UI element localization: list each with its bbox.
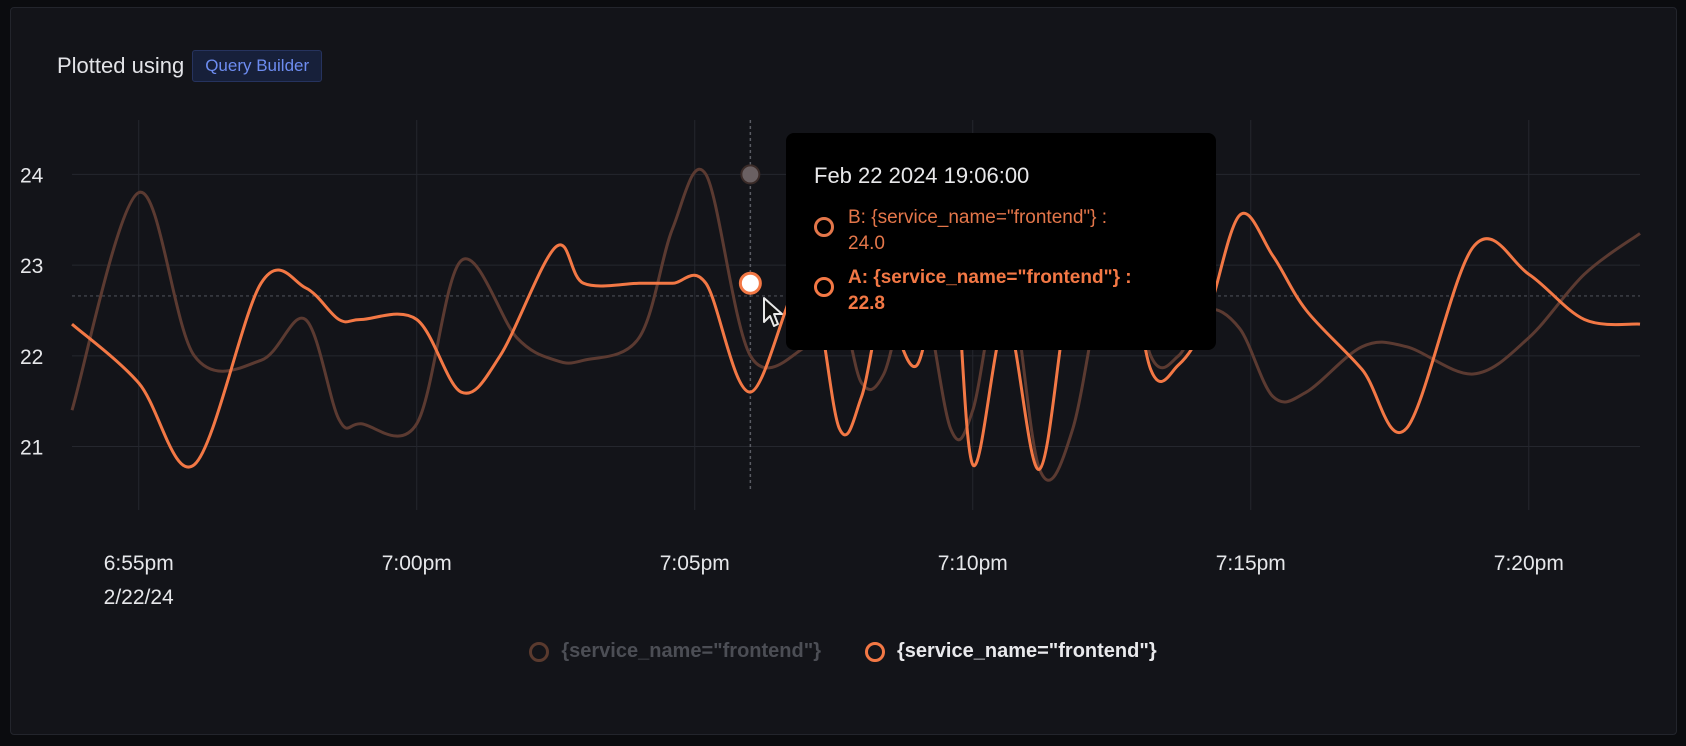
- y-tick-label: 22: [20, 346, 43, 369]
- y-axis-ticks: 21 22 23 24: [20, 164, 44, 459]
- chart-series: [70, 167, 1641, 482]
- chart-panel: [10, 7, 1677, 735]
- y-tick-label: 23: [20, 255, 43, 278]
- x-tick-label: 6:55pm: [104, 552, 174, 575]
- tooltip-row-a-label: A: {service_name="frontend"} :: [848, 267, 1132, 288]
- tooltip-row-b: B: {service_name="frontend"} : 24.0: [814, 205, 1188, 257]
- hover-point-a: [738, 271, 762, 295]
- series-a-legend-icon: [865, 641, 885, 662]
- tooltip-row-b-value: 24.0: [848, 233, 885, 254]
- hover-markers: [738, 164, 762, 295]
- hover-point-b: [740, 164, 761, 185]
- legend-item-series-b[interactable]: {service_name="frontend"}: [529, 640, 821, 663]
- x-tick-date-label: 2/22/24: [104, 586, 174, 609]
- y-tick-label: 24: [20, 164, 44, 187]
- series-line-b[interactable]: [70, 167, 1641, 482]
- chart-tooltip: Feb 22 2024 19:06:00 B: {service_name="f…: [786, 133, 1216, 350]
- tooltip-row-b-label: B: {service_name="frontend"} :: [848, 207, 1108, 228]
- query-builder-badge[interactable]: Query Builder: [192, 50, 323, 82]
- x-tick-label: 7:00pm: [382, 552, 452, 575]
- y-tick-label: 21: [20, 437, 43, 460]
- tooltip-row-a: A: {service_name="frontend"} : 22.8: [814, 265, 1188, 317]
- mouse-pointer-icon: [763, 297, 783, 327]
- series-b-legend-icon: [529, 641, 550, 662]
- chart-legend: {service_name="frontend"} {service_name=…: [0, 640, 1686, 663]
- x-tick-label: 7:05pm: [660, 552, 730, 575]
- series-a-ring-icon: [814, 277, 834, 297]
- legend-label-series-b: {service_name="frontend"}: [561, 640, 821, 662]
- series-b-ring-icon: [814, 217, 834, 237]
- panel-header: Plotted using Query Builder: [57, 50, 323, 82]
- tooltip-row-b-text: B: {service_name="frontend"} : 24.0: [848, 205, 1188, 257]
- x-tick-label: 7:20pm: [1494, 552, 1564, 575]
- x-tick-label: 7:15pm: [1216, 552, 1286, 575]
- series-line-a[interactable]: [71, 205, 1641, 471]
- tooltip-time: Feb 22 2024 19:06:00: [814, 163, 1030, 188]
- tooltip-row-a-text: A: {service_name="frontend"} : 22.8: [848, 265, 1188, 317]
- legend-label-series-a: {service_name="frontend"}: [897, 640, 1157, 662]
- plotted-using-label: Plotted using: [57, 53, 185, 78]
- x-tick-label: 7:10pm: [938, 552, 1008, 575]
- legend-item-series-a[interactable]: {service_name="frontend"}: [865, 640, 1157, 663]
- x-axis-ticks: 6:55pm 7:00pm 7:05pm 7:10pm 7:15pm 7:20pm 2/22…: [104, 552, 1564, 609]
- chart-grid: [72, 120, 1640, 510]
- tooltip-row-a-value: 22.8: [848, 293, 885, 314]
